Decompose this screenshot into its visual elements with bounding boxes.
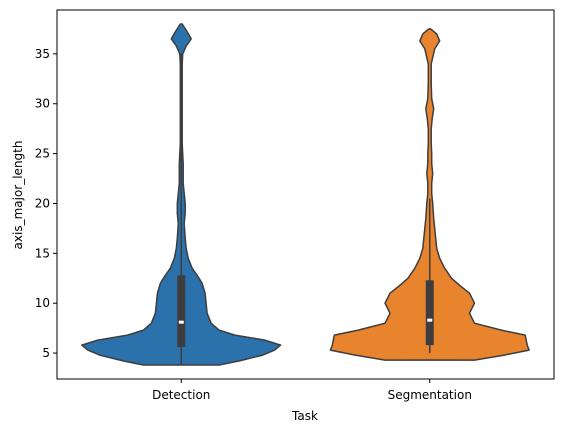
violin-body [329, 28, 530, 361]
y-tick-label: 15 [35, 246, 50, 260]
violin-iqr-box [177, 275, 186, 348]
x-axis-ticks: Detection Segmentation [152, 379, 472, 402]
y-axis-label: axis_major_length [11, 141, 25, 250]
y-tick-label: 5 [42, 346, 50, 360]
x-tick-label: Detection [152, 388, 210, 402]
y-tick-label: 20 [35, 196, 50, 210]
violin-iqr-box [425, 280, 434, 346]
y-tick-label: 25 [35, 147, 50, 161]
y-tick-label: 10 [35, 296, 50, 310]
y-tick-label: 30 [35, 97, 50, 111]
plot-frame [56, 9, 555, 380]
y-axis-ticks: 5 10 15 20 25 30 35 [35, 47, 57, 360]
violins-layer [81, 23, 530, 366]
y-tick-label: 35 [35, 47, 50, 61]
violin-median [427, 318, 433, 322]
x-axis-label: Task [291, 409, 318, 423]
violin-median [178, 320, 184, 324]
x-tick-label: Segmentation [388, 388, 472, 402]
